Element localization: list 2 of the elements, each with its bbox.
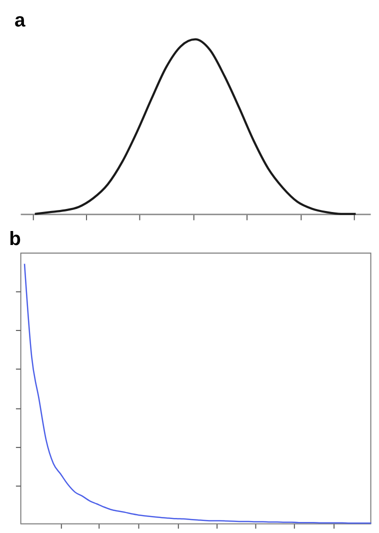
chart-title: a: [14, 10, 26, 32]
chart-title: b: [9, 228, 22, 250]
